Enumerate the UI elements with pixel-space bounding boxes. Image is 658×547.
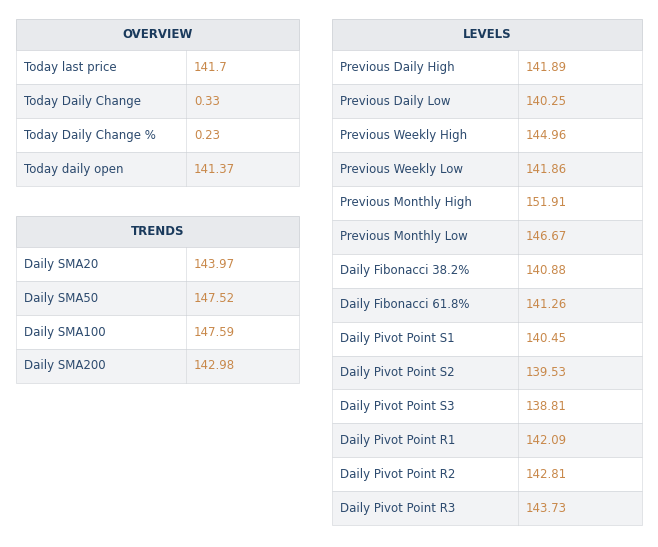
Text: Today Daily Change %: Today Daily Change %	[24, 129, 156, 142]
Bar	[332, 19, 642, 50]
Bar	[16, 247, 299, 281]
Bar	[16, 216, 299, 247]
Bar	[332, 186, 642, 220]
Text: Previous Weekly High: Previous Weekly High	[340, 129, 467, 142]
Bar	[332, 457, 642, 491]
Bar	[16, 84, 299, 118]
Bar	[16, 281, 299, 315]
Text: 143.73: 143.73	[526, 502, 567, 515]
Text: Daily Fibonacci 61.8%: Daily Fibonacci 61.8%	[340, 298, 470, 311]
Text: Daily Pivot Point R1: Daily Pivot Point R1	[340, 434, 455, 447]
Text: 142.98: 142.98	[194, 359, 236, 373]
Text: 0.33: 0.33	[194, 95, 220, 108]
Text: 141.26: 141.26	[526, 298, 567, 311]
Text: Daily Pivot Point S3: Daily Pivot Point S3	[340, 400, 455, 413]
Bar	[16, 50, 299, 84]
Text: TRENDS: TRENDS	[131, 225, 185, 238]
Bar	[332, 220, 642, 254]
Bar	[332, 84, 642, 118]
Bar	[332, 50, 642, 84]
Text: 143.97: 143.97	[194, 258, 236, 271]
Bar	[332, 423, 642, 457]
Text: Daily SMA200: Daily SMA200	[24, 359, 106, 373]
Bar	[16, 152, 299, 186]
Text: Daily Fibonacci 38.2%: Daily Fibonacci 38.2%	[340, 264, 470, 277]
Text: Daily SMA50: Daily SMA50	[24, 292, 99, 305]
Bar	[332, 254, 642, 288]
Text: Today last price: Today last price	[24, 61, 117, 74]
Text: OVERVIEW: OVERVIEW	[123, 28, 193, 41]
Text: 151.91: 151.91	[526, 196, 567, 210]
Text: Previous Monthly Low: Previous Monthly Low	[340, 230, 468, 243]
Text: LEVELS: LEVELS	[463, 28, 511, 41]
Text: 147.52: 147.52	[194, 292, 236, 305]
Text: Previous Daily Low: Previous Daily Low	[340, 95, 451, 108]
Text: Daily SMA100: Daily SMA100	[24, 325, 106, 339]
Text: Previous Daily High: Previous Daily High	[340, 61, 455, 74]
Text: Daily Pivot Point S2: Daily Pivot Point S2	[340, 366, 455, 379]
Bar	[16, 349, 299, 383]
Text: Previous Monthly High: Previous Monthly High	[340, 196, 472, 210]
Text: 138.81: 138.81	[526, 400, 567, 413]
Text: 141.37: 141.37	[194, 162, 236, 176]
Bar	[332, 491, 642, 525]
Text: Daily SMA20: Daily SMA20	[24, 258, 99, 271]
Text: 147.59: 147.59	[194, 325, 236, 339]
Bar	[332, 389, 642, 423]
Text: 0.23: 0.23	[194, 129, 220, 142]
Text: 141.86: 141.86	[526, 162, 567, 176]
Text: 140.25: 140.25	[526, 95, 567, 108]
Text: 140.88: 140.88	[526, 264, 567, 277]
Text: 142.81: 142.81	[526, 468, 567, 481]
Bar	[16, 19, 299, 50]
Text: 139.53: 139.53	[526, 366, 567, 379]
Bar	[332, 356, 642, 389]
Text: Previous Weekly Low: Previous Weekly Low	[340, 162, 463, 176]
Text: Today Daily Change: Today Daily Change	[24, 95, 141, 108]
Text: 144.96: 144.96	[526, 129, 567, 142]
Bar	[332, 322, 642, 356]
Text: 140.45: 140.45	[526, 332, 567, 345]
Text: Daily Pivot Point R2: Daily Pivot Point R2	[340, 468, 455, 481]
Text: Daily Pivot Point R3: Daily Pivot Point R3	[340, 502, 455, 515]
Text: 141.7: 141.7	[194, 61, 228, 74]
Text: Daily Pivot Point S1: Daily Pivot Point S1	[340, 332, 455, 345]
Text: 146.67: 146.67	[526, 230, 567, 243]
Bar	[332, 152, 642, 186]
Text: Today daily open: Today daily open	[24, 162, 124, 176]
Bar	[16, 118, 299, 152]
Text: 142.09: 142.09	[526, 434, 567, 447]
Bar	[332, 288, 642, 322]
Bar	[16, 315, 299, 349]
Text: 141.89: 141.89	[526, 61, 567, 74]
Bar	[332, 118, 642, 152]
